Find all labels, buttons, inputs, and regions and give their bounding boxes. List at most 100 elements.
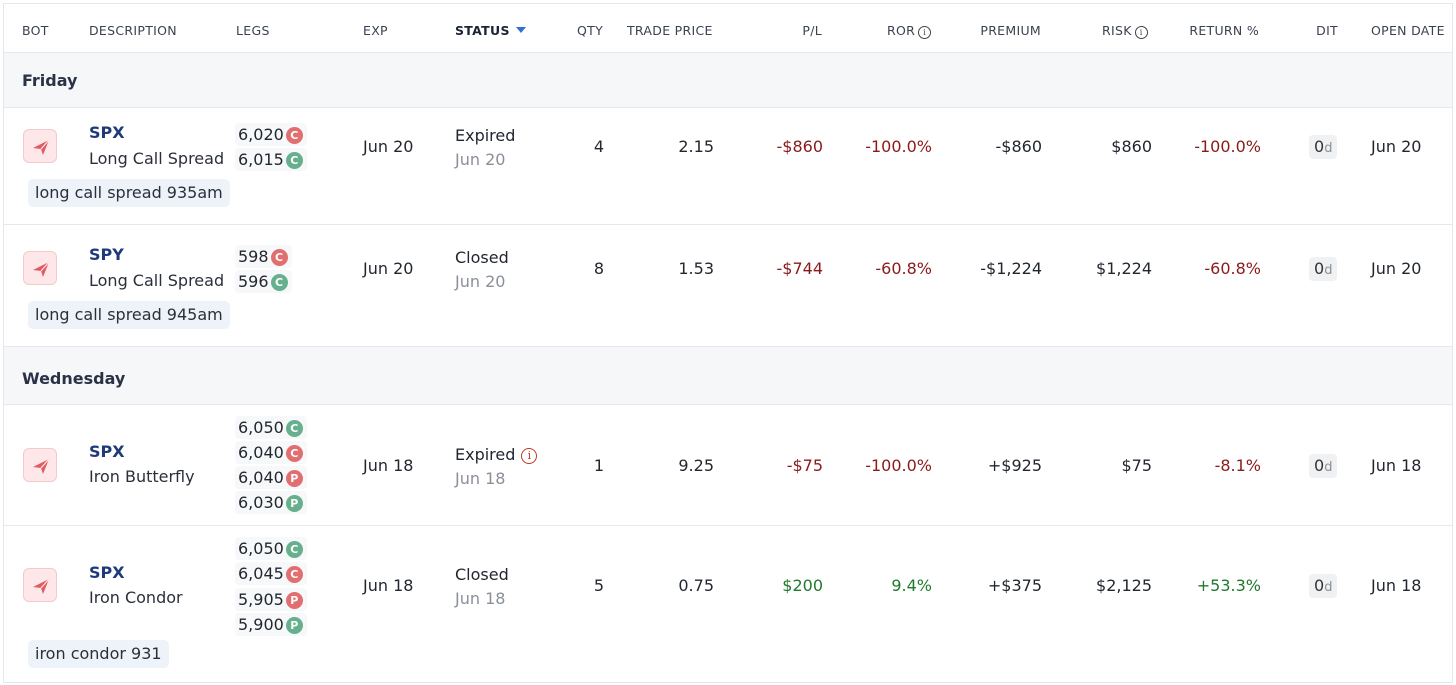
info-icon[interactable]: i: [1134, 26, 1148, 39]
leg-strike: 596: [238, 272, 269, 291]
dit-badge: 0d: [1309, 257, 1338, 281]
row-divider: [4, 224, 1452, 225]
ror-value: -100.0%: [865, 456, 932, 475]
sort-descending-icon: [515, 27, 526, 33]
column-header-trade-price[interactable]: TRADE PRICE: [627, 23, 713, 38]
dit-badge: 0d: [1309, 454, 1338, 478]
column-header-status[interactable]: STATUS: [455, 23, 526, 38]
leg-item: 6,040 C: [235, 441, 307, 464]
risk-value: $2,125: [1096, 576, 1152, 595]
leg-strike: 6,040: [238, 468, 284, 487]
leg-strike: 5,905: [238, 590, 284, 609]
dit-badge: 0d: [1309, 135, 1338, 159]
dit-value: 0: [1314, 259, 1325, 278]
bot-avatar[interactable]: [23, 448, 57, 482]
pl-value: -$860: [776, 137, 824, 156]
bot-avatar[interactable]: [23, 251, 57, 285]
trades-table: BOT DESCRIPTION LEGS EXP STATUS QTY TRAD…: [3, 3, 1453, 683]
row-divider: [4, 346, 1452, 347]
strategy-name: Long Call Spread: [89, 149, 225, 168]
symbol-link[interactable]: SPX: [89, 123, 125, 142]
status-date: Jun 18: [455, 589, 506, 608]
status-text: Expired: [455, 126, 516, 145]
paper-plane-icon: [33, 458, 50, 474]
row-divider: [4, 404, 1452, 405]
strategy-name: Iron Condor: [89, 588, 183, 607]
call-badge-icon: C: [285, 420, 303, 437]
trade-note: iron condor 931: [28, 640, 169, 668]
column-header-ror-label: ROR: [887, 23, 916, 38]
leg-strike: 6,050: [238, 418, 284, 437]
pl-value: -$744: [776, 259, 824, 278]
status-date: Jun 18: [455, 469, 506, 488]
dit-badge: 0d: [1309, 574, 1338, 598]
info-icon[interactable]: i: [918, 26, 932, 39]
put-badge-icon: P: [285, 495, 303, 512]
bot-avatar[interactable]: [23, 568, 57, 602]
column-header-bot[interactable]: BOT: [22, 23, 49, 38]
premium-value: +$375: [987, 576, 1042, 595]
exp-date: Jun 20: [363, 137, 414, 156]
column-header-risk[interactable]: RISK i: [1102, 23, 1148, 39]
ror-value: 9.4%: [891, 576, 932, 595]
paper-plane-icon: [33, 139, 50, 155]
column-header-dit[interactable]: DIT: [1316, 23, 1338, 38]
dit-value: 0: [1314, 456, 1325, 475]
column-header-return-pct[interactable]: RETURN %: [1189, 23, 1259, 38]
open-date-value: Jun 18: [1371, 456, 1422, 475]
leg-strike: 6,045: [238, 564, 284, 583]
dit-value: 0: [1314, 576, 1325, 595]
column-header-ror[interactable]: ROR i: [887, 23, 932, 39]
qty-value: 5: [593, 576, 604, 595]
call-badge-icon: C: [285, 445, 303, 462]
leg-item: 5,900 P: [235, 613, 307, 636]
row-divider: [4, 525, 1452, 526]
return-pct-value: +53.3%: [1196, 576, 1261, 595]
strategy-name: Iron Butterfly: [89, 467, 195, 486]
trade-note: long call spread 935am: [28, 179, 230, 207]
trade-price-value: 0.75: [678, 576, 714, 595]
column-header-exp[interactable]: EXP: [363, 23, 388, 38]
header-divider: [4, 52, 1452, 53]
leg-strike: 6,020: [238, 125, 284, 144]
dit-unit: d: [1324, 580, 1333, 595]
premium-value: -$1,224: [980, 259, 1042, 278]
status-text: Closed: [455, 565, 509, 584]
symbol-link[interactable]: SPX: [89, 442, 125, 461]
column-header-legs[interactable]: LEGS: [236, 23, 270, 38]
column-header-qty[interactable]: QTY: [577, 23, 604, 38]
bot-avatar[interactable]: [23, 129, 57, 163]
qty-value: 1: [593, 456, 604, 475]
symbol-link[interactable]: SPY: [89, 245, 124, 264]
risk-value: $75: [1121, 456, 1152, 475]
warning-info-icon[interactable]: i: [521, 448, 538, 464]
column-header-open-date[interactable]: OPEN DATE: [1371, 23, 1445, 38]
dit-unit: d: [1324, 460, 1333, 475]
symbol-link[interactable]: SPX: [89, 563, 125, 582]
trade-price-value: 9.25: [678, 456, 714, 475]
call-badge-icon: C: [285, 127, 303, 144]
put-badge-icon: P: [285, 470, 303, 487]
return-pct-value: -100.0%: [1194, 137, 1261, 156]
risk-value: $1,224: [1096, 259, 1152, 278]
leg-item: 5,905 P: [235, 588, 307, 611]
dit-value: 0: [1314, 137, 1325, 156]
premium-value: +$925: [987, 456, 1042, 475]
risk-value: $860: [1111, 137, 1152, 156]
call-badge-icon: C: [270, 274, 288, 291]
open-date-value: Jun 20: [1371, 259, 1422, 278]
leg-strike: 6,040: [238, 443, 284, 462]
status-text: Expired: [455, 445, 516, 464]
column-header-description[interactable]: DESCRIPTION: [89, 23, 177, 38]
column-header-premium[interactable]: PREMIUM: [980, 23, 1041, 38]
leg-item: 596 C: [235, 270, 292, 293]
leg-strike: 6,015: [238, 150, 284, 169]
leg-item: 6,015 C: [235, 148, 307, 171]
leg-item: 6,050 C: [235, 537, 307, 560]
paper-plane-icon: [33, 578, 50, 594]
put-badge-icon: P: [285, 592, 303, 609]
strategy-name: Long Call Spread: [89, 271, 225, 290]
trade-price-value: 2.15: [678, 137, 714, 156]
column-header-pl[interactable]: P/L: [802, 23, 822, 38]
ror-value: -100.0%: [865, 137, 932, 156]
